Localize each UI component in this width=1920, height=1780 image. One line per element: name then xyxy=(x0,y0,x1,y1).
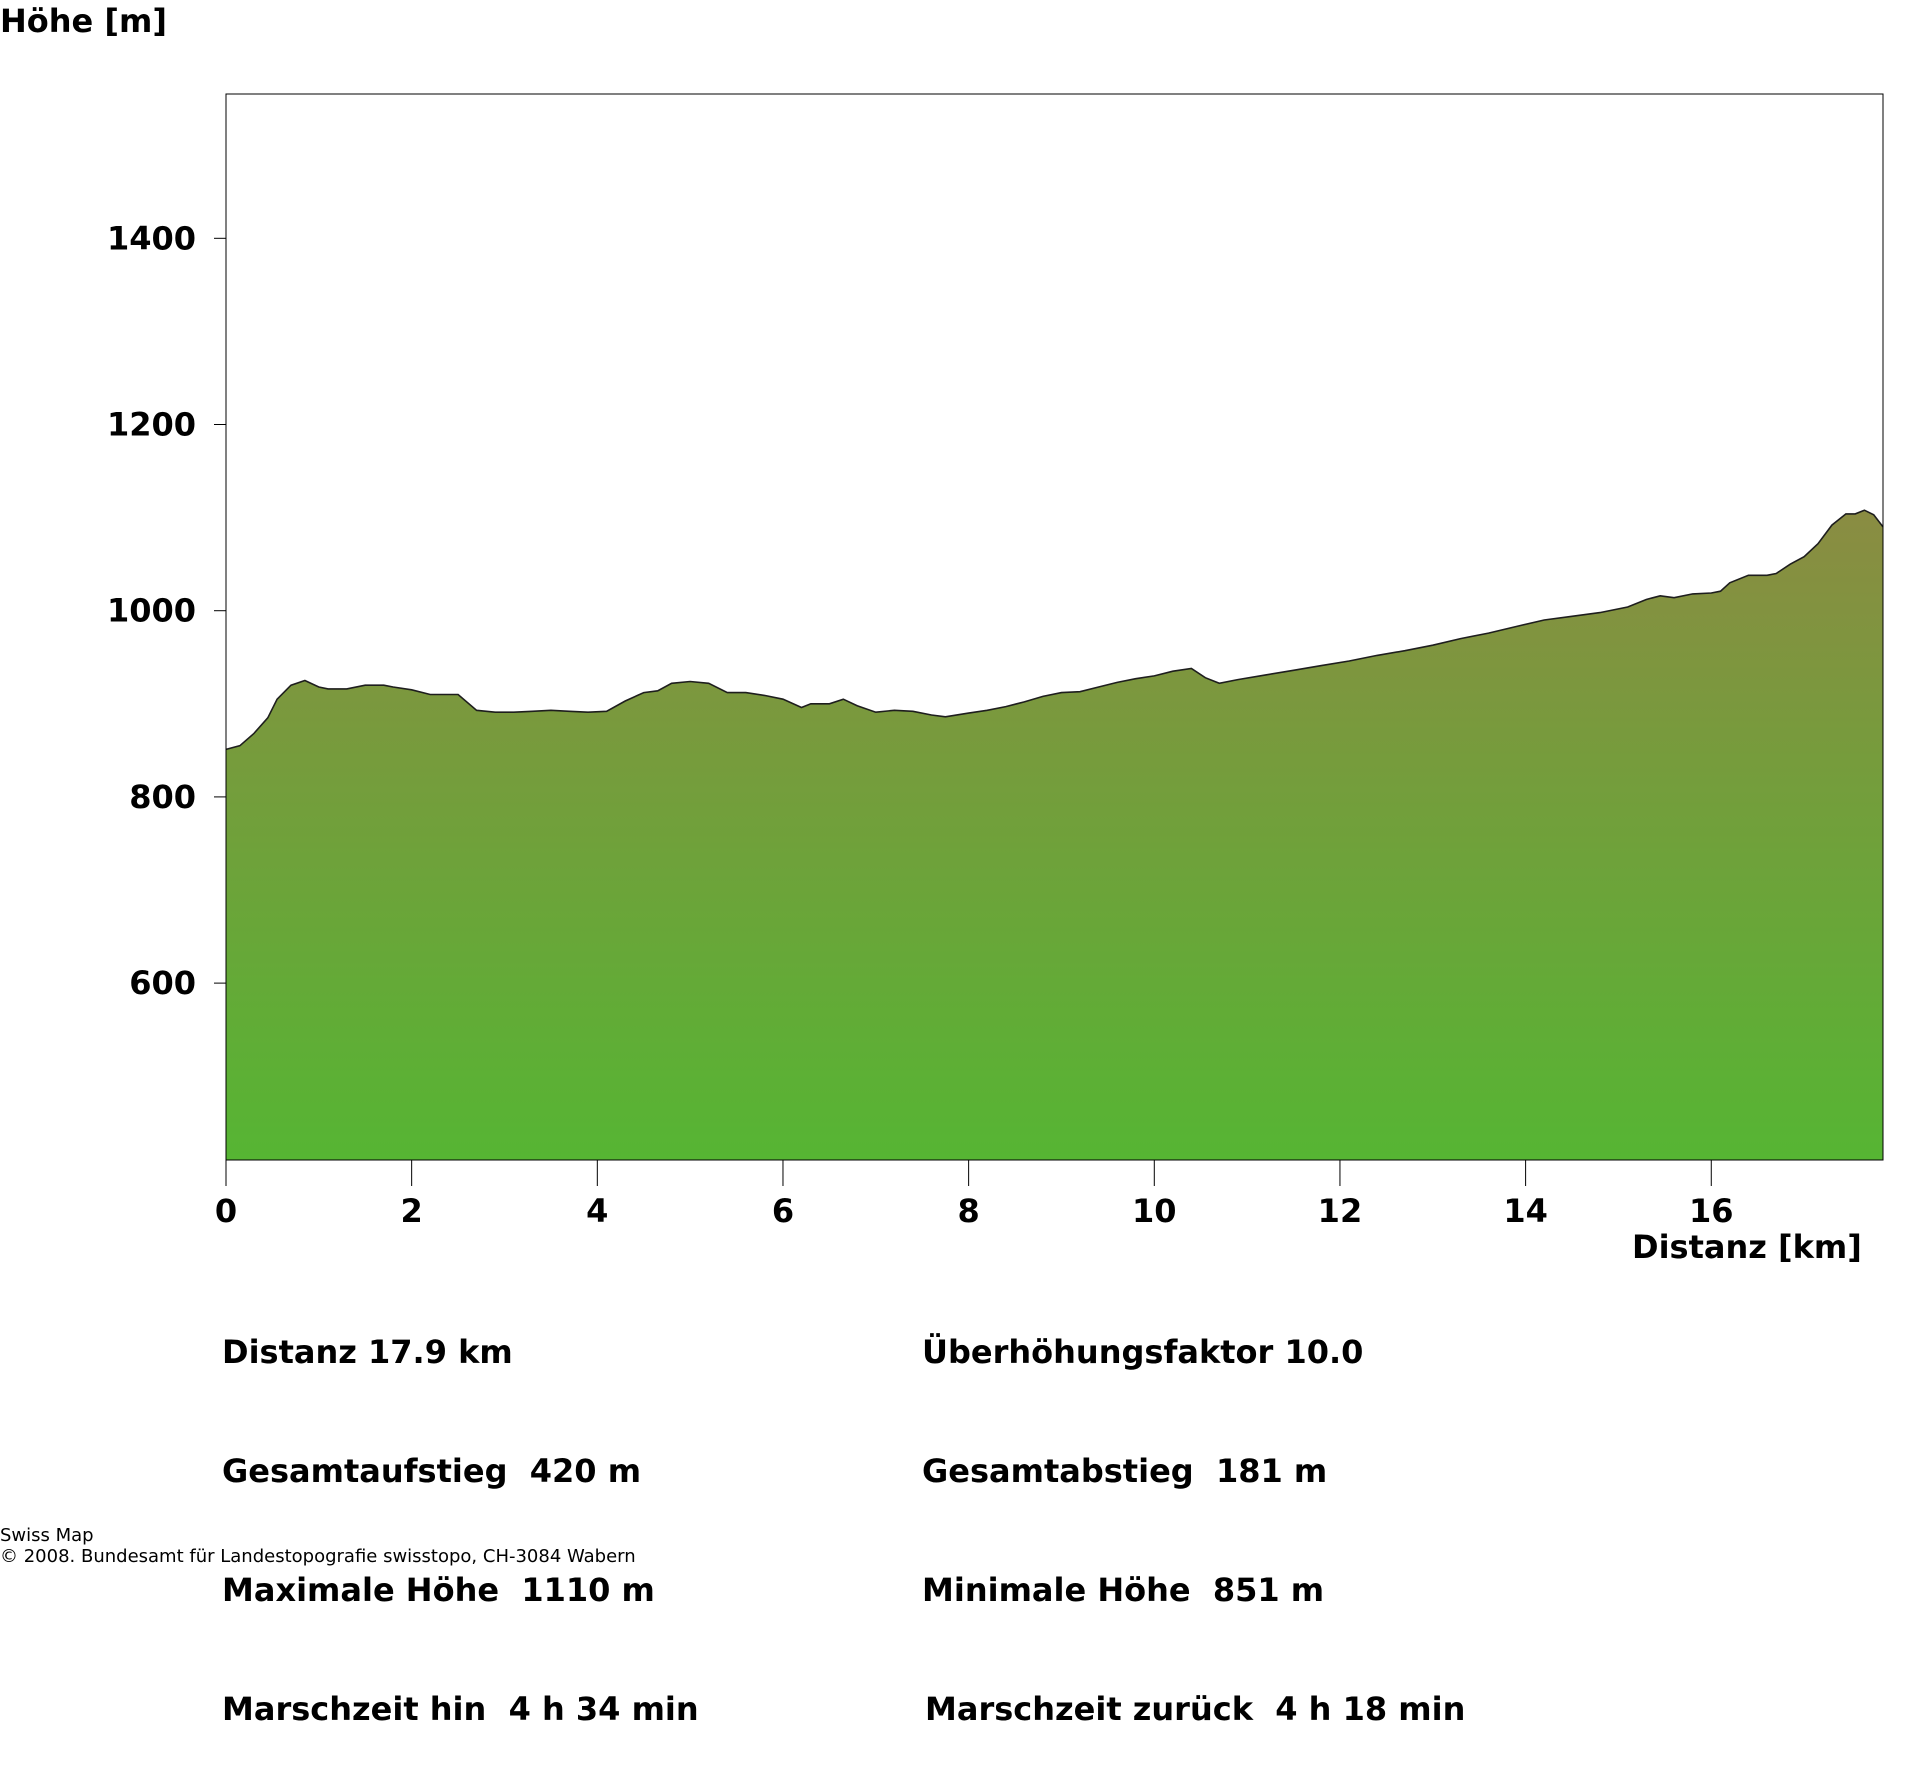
stat-walk-time-out: Marschzeit hin 4 h 34 min xyxy=(222,1690,699,1728)
elevation-profile-chart: 600 800 1000 1200 1400 0 2 4 6 8 10 12 14 16 xyxy=(107,93,1884,1230)
x-tick-label: 4 xyxy=(586,1192,608,1230)
footer-source: Swiss Map xyxy=(0,1525,94,1546)
x-tick-label: 8 xyxy=(958,1192,980,1230)
x-tick-label: 2 xyxy=(401,1192,423,1230)
stats-left: Distanz 17.9 km Gesamtaufstieg 420 m Max… xyxy=(222,1272,699,1780)
y-axis: 600 800 1000 1200 1400 xyxy=(107,219,226,1002)
y-axis-title: Höhe [m] xyxy=(0,2,167,40)
stat-min-elevation: Minimale Höhe 851 m xyxy=(922,1571,1325,1609)
stat-exaggeration-factor: Überhöhungsfaktor 10.0 xyxy=(922,1333,1364,1371)
x-tick-label: 6 xyxy=(772,1192,794,1230)
x-axis: 0 2 4 6 8 10 12 14 16 xyxy=(215,1160,1734,1230)
y-tick-label: 1200 xyxy=(107,406,196,444)
x-tick-label: 12 xyxy=(1318,1192,1363,1230)
footer-copyright: © 2008. Bundesamt für Landestopografie s… xyxy=(0,1546,636,1567)
stats-right: Überhöhungsfaktor 10.0 Gesamtabstieg 181… xyxy=(922,1272,1465,1780)
y-tick-label: 1400 xyxy=(107,219,196,257)
x-tick-label: 14 xyxy=(1503,1192,1548,1230)
x-axis-title: Distanz [km] xyxy=(1632,1228,1862,1266)
elevation-line xyxy=(225,509,1884,751)
stat-walk-time-back: Marschzeit zurück 4 h 18 min xyxy=(925,1690,1466,1728)
plot-frame xyxy=(225,93,1884,1161)
y-tick-label: 800 xyxy=(129,778,196,816)
y-tick-label: 1000 xyxy=(107,592,196,630)
stat-distance: Distanz 17.9 km xyxy=(222,1333,513,1371)
x-tick-label: 16 xyxy=(1689,1192,1734,1230)
x-tick-label: 10 xyxy=(1132,1192,1177,1230)
stat-total-ascent: Gesamtaufstieg 420 m xyxy=(222,1452,642,1490)
stat-total-descent: Gesamtabstieg 181 m xyxy=(922,1452,1328,1490)
stat-max-elevation: Maximale Höhe 1110 m xyxy=(222,1571,655,1609)
x-tick-label: 0 xyxy=(215,1192,237,1230)
elevation-area xyxy=(226,510,1883,1160)
y-tick-label: 600 xyxy=(129,964,196,1002)
